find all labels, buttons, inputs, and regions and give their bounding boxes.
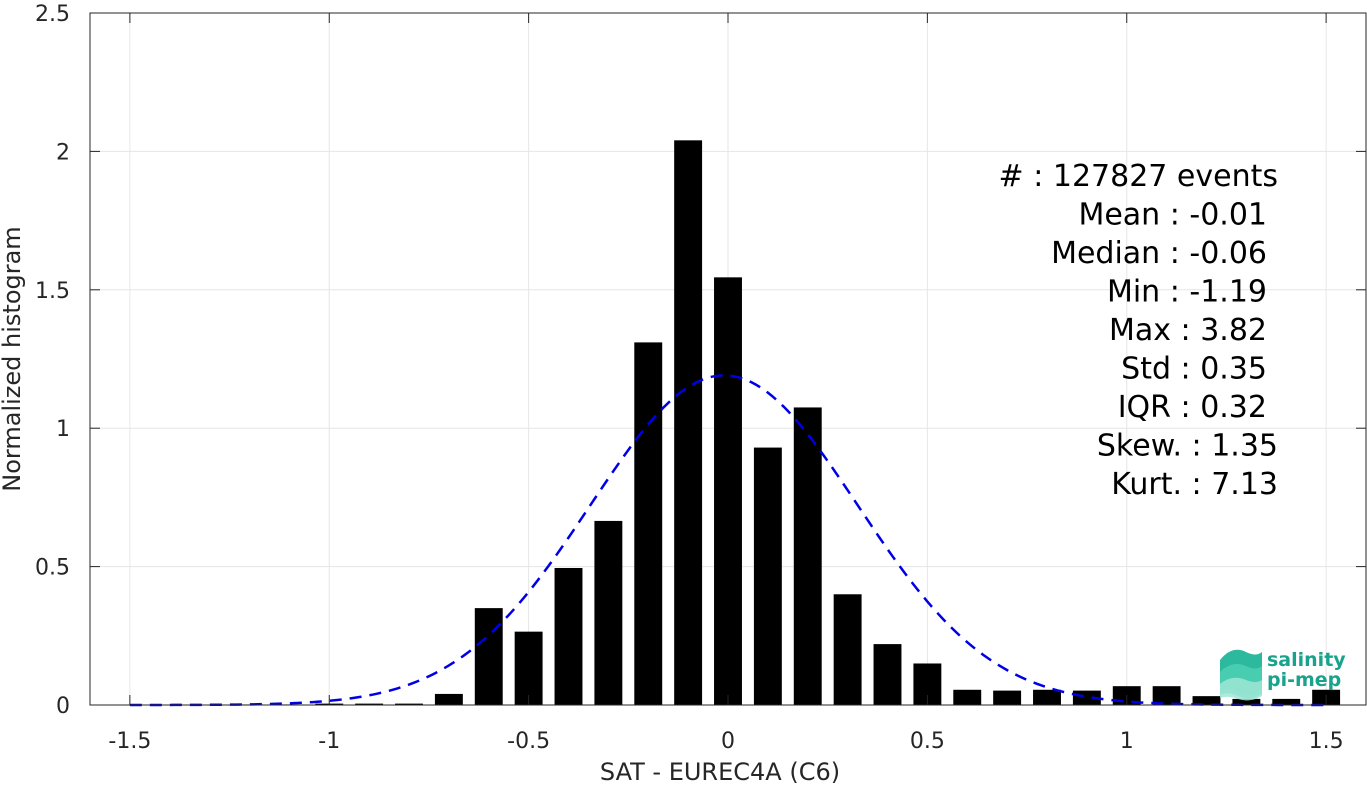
y-axis-label: Normalized histogram (0, 226, 26, 491)
y-tick-labels: 0 0.5 1 1.5 2 2.5 (35, 2, 70, 719)
histogram-bar (1192, 696, 1221, 705)
histogram-bar (993, 690, 1022, 705)
x-tick-label: -0.5 (507, 729, 550, 754)
histogram-bar (953, 689, 982, 705)
histogram-bar (873, 644, 902, 705)
histogram-bar (753, 447, 782, 705)
histogram-bar (594, 520, 623, 705)
logo-line2: pi-mep (1267, 669, 1341, 691)
stat-annotation: # : 127827 events (999, 159, 1278, 194)
y-tick-label: 0.5 (35, 556, 70, 581)
histogram-bar (1072, 690, 1101, 705)
x-tick-label: -1 (318, 729, 340, 754)
histogram-bar (1152, 686, 1181, 705)
stat-annotation: Kurt. : 7.13 (1111, 467, 1278, 502)
stat-annotation: Max : 3.82 (1109, 313, 1267, 348)
stat-annotation: IQR : 0.32 (1118, 390, 1267, 425)
histogram-bar (1232, 698, 1261, 705)
histogram-bar (1033, 689, 1061, 705)
stat-annotation: Std : 0.35 (1121, 352, 1267, 387)
histogram-bar (793, 407, 822, 705)
histogram-bar (395, 703, 423, 705)
stat-annotation: Mean : -0.01 (1078, 198, 1267, 233)
y-tick-label: 2.5 (35, 2, 70, 27)
y-tick-label: 2 (56, 140, 70, 165)
stat-annotation: Median : -0.06 (1051, 236, 1267, 271)
logo-wave-icon (1220, 649, 1262, 701)
stat-annotation: Min : -1.19 (1107, 275, 1267, 310)
histogram-bar (554, 567, 583, 705)
logo-line1: salinity (1267, 649, 1346, 671)
histogram-bar (674, 140, 703, 705)
x-axis-label: SAT - EUREC4A (C6) (600, 758, 840, 785)
histogram-bar (714, 277, 742, 705)
x-tick-label: 1.5 (1309, 729, 1344, 754)
x-tick-label: 1 (1120, 729, 1134, 754)
histogram-bar (355, 703, 384, 705)
stat-annotation: Skew. : 1.35 (1097, 429, 1278, 464)
histogram-bar (514, 631, 543, 705)
axis-ticks (90, 12, 1366, 706)
histogram-bar (833, 594, 862, 705)
x-tick-label: 0 (721, 729, 735, 754)
y-tick-label: 1 (56, 417, 70, 442)
histogram-bar (1272, 698, 1301, 705)
histogram-bar (434, 693, 463, 705)
y-tick-label: 0 (56, 694, 70, 719)
salinity-pi-mep-logo: salinity pi-mep (1220, 649, 1346, 701)
x-tick-label: -1.5 (108, 729, 151, 754)
histogram-bar (634, 342, 663, 705)
x-tick-labels: -1.5 -1 -0.5 0 0.5 1 1.5 (108, 729, 1343, 754)
bars (235, 140, 1341, 705)
histogram-bar (474, 608, 503, 705)
y-tick-label: 1.5 (35, 279, 70, 304)
x-tick-label: 0.5 (910, 729, 945, 754)
